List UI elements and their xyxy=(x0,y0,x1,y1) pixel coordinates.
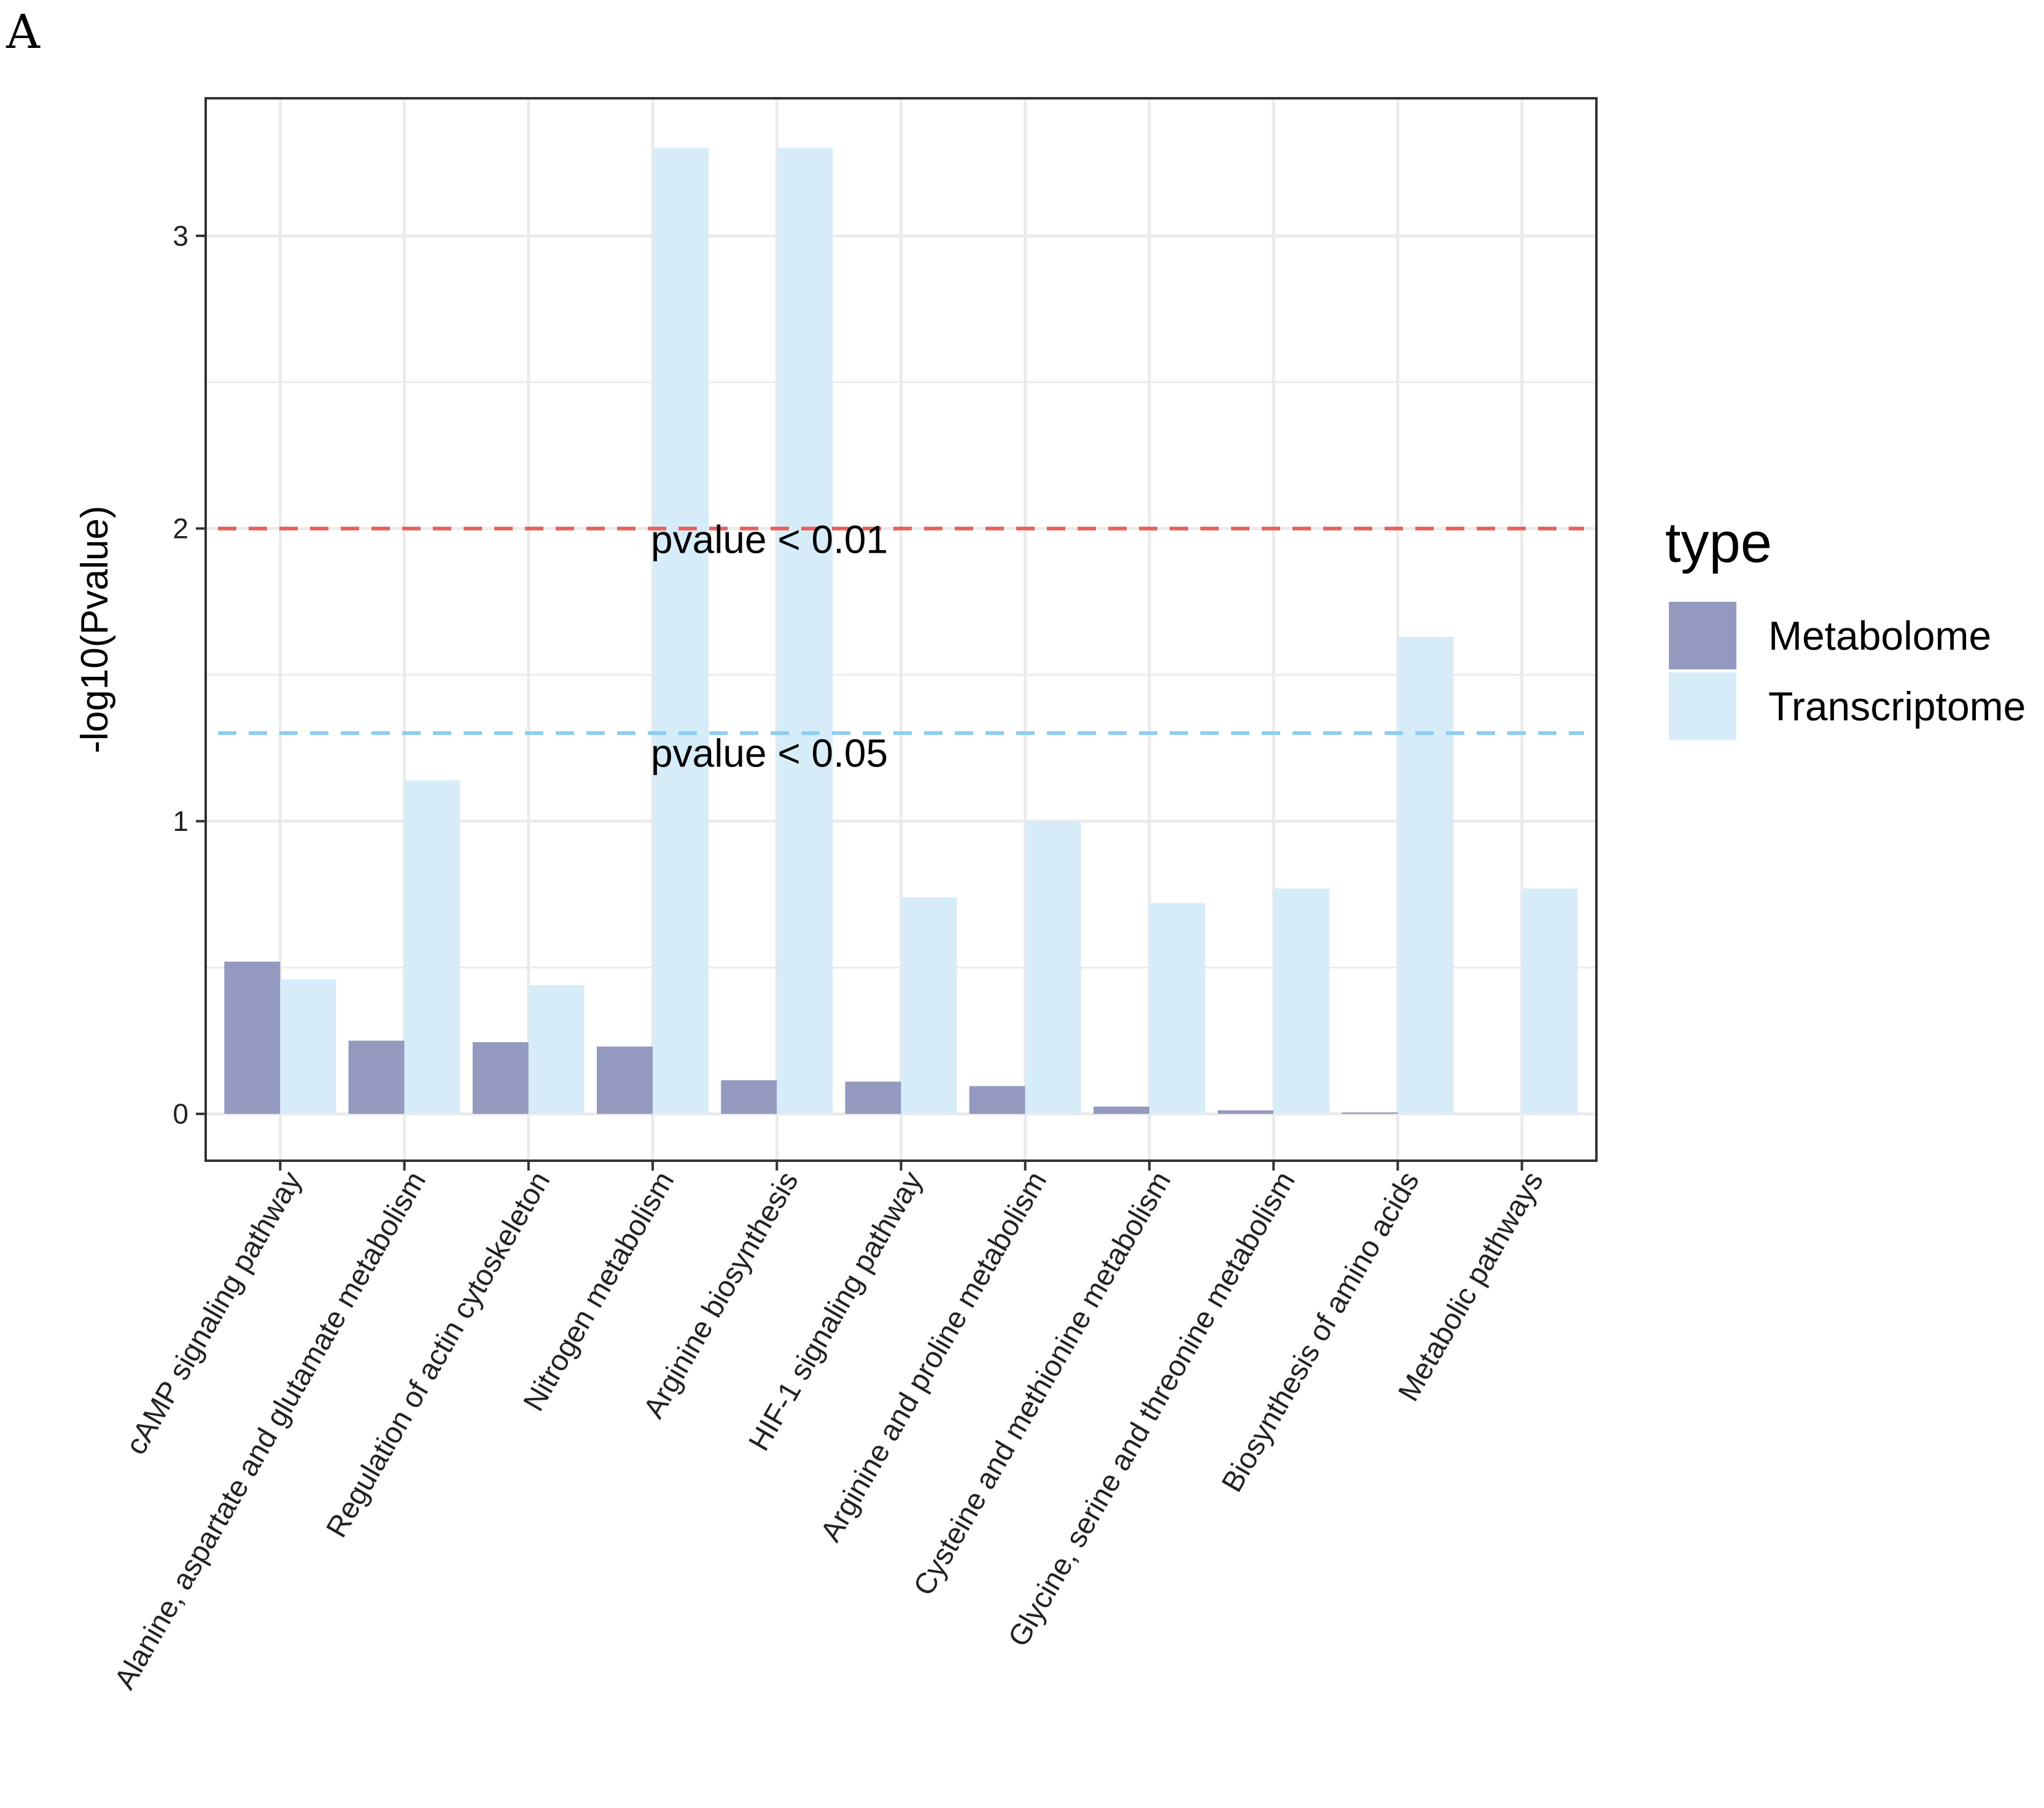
bar-transcriptome-8 xyxy=(1273,888,1330,1114)
bar-metabolome-5 xyxy=(845,1081,901,1114)
bars xyxy=(224,148,1578,1114)
bar-transcriptome-4 xyxy=(777,148,833,1114)
y-tick-label: 3 xyxy=(173,220,188,252)
bar-transcriptome-6 xyxy=(1025,821,1081,1114)
panel-letter: A xyxy=(6,4,41,59)
y-tick-label: 2 xyxy=(173,513,188,545)
y-axis-title: -log10(Pvalue) xyxy=(74,505,116,753)
bar-metabolome-3 xyxy=(597,1046,653,1114)
legend-key-transcriptome xyxy=(1669,672,1736,740)
x-tick-label: Arginine and proline metabolism xyxy=(814,1166,1053,1547)
bar-metabolome-6 xyxy=(969,1086,1025,1114)
y-axis: 0 1 2 3 xyxy=(173,220,206,1130)
bar-transcriptome-2 xyxy=(528,985,585,1114)
x-tick-label: Metabolic pathways xyxy=(1393,1166,1550,1407)
legend-title: type xyxy=(1665,512,1772,574)
bar-transcriptome-9 xyxy=(1397,636,1454,1114)
bar-metabolome-4 xyxy=(721,1080,777,1114)
bar-transcriptome-3 xyxy=(653,148,709,1114)
legend-label-transcriptome: Transcriptome xyxy=(1768,684,2026,729)
y-tick-label: 0 xyxy=(173,1098,188,1130)
bar-transcriptome-0 xyxy=(280,979,336,1114)
bar-transcriptome-10 xyxy=(1521,888,1578,1114)
bar-metabolome-0 xyxy=(224,961,281,1114)
bar-transcriptome-7 xyxy=(1149,903,1205,1114)
bar-transcriptome-5 xyxy=(901,897,957,1114)
x-tick-label: Cysteine and methionine metabolism xyxy=(907,1166,1177,1601)
x-tick-label: Regulation of actin cytoskeleton xyxy=(321,1166,557,1543)
bar-metabolome-9 xyxy=(1342,1112,1398,1114)
reference-lines: pvalue < 0.01 pvalue < 0.05 xyxy=(218,518,1584,776)
y-tick-label: 1 xyxy=(173,805,188,837)
bar-metabolome-7 xyxy=(1093,1106,1149,1114)
reference-line-label-1: pvalue < 0.05 xyxy=(651,731,888,776)
legend: type Metabolome Transcriptome xyxy=(1665,512,2026,740)
bar-metabolome-2 xyxy=(472,1042,529,1114)
bar-transcriptome-1 xyxy=(404,780,460,1114)
bar-metabolome-8 xyxy=(1218,1110,1274,1114)
legend-label-metabolome: Metabolome xyxy=(1768,613,1991,658)
bar-metabolome-1 xyxy=(348,1040,405,1114)
reference-line-label-0: pvalue < 0.01 xyxy=(651,518,888,562)
legend-key-metabolome xyxy=(1669,602,1736,669)
